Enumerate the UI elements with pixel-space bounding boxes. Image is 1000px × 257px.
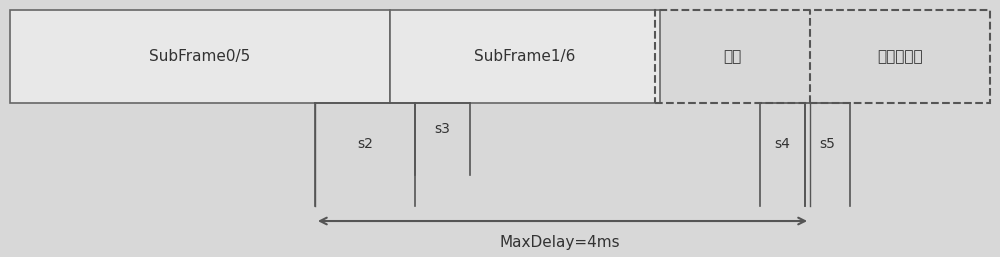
Bar <box>655 10 990 103</box>
Text: SubFrame1/6: SubFrame1/6 <box>474 49 576 64</box>
Bar <box>390 10 660 103</box>
Bar <box>10 10 390 103</box>
Text: s5: s5 <box>820 137 835 151</box>
Text: SubFrame0/5: SubFrame0/5 <box>149 49 251 64</box>
Text: s3: s3 <box>435 122 450 135</box>
Text: 同频: 同频 <box>723 49 741 64</box>
Text: 同频或异频: 同频或异频 <box>877 49 923 64</box>
Text: s4: s4 <box>775 137 790 151</box>
Text: s2: s2 <box>357 137 373 151</box>
Text: MaxDelay=4ms: MaxDelay=4ms <box>500 235 620 250</box>
